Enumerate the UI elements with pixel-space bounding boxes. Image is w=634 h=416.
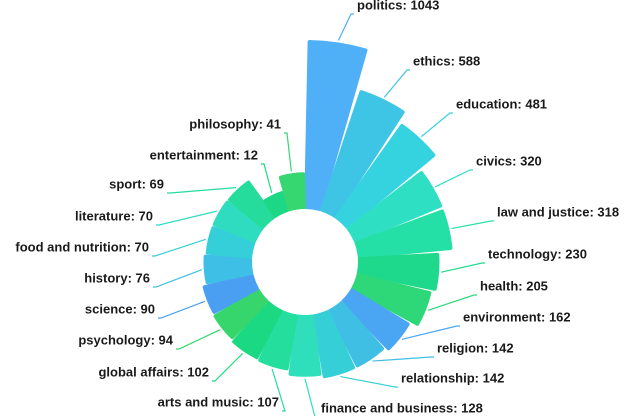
bar bbox=[351, 273, 432, 326]
data-label: relationship: 142 bbox=[401, 370, 504, 385]
bar bbox=[346, 171, 443, 243]
leader-line bbox=[420, 112, 453, 138]
bar bbox=[232, 301, 283, 360]
leader-line bbox=[372, 356, 434, 362]
leader-line bbox=[340, 375, 398, 388]
bar bbox=[356, 252, 440, 291]
leader-line bbox=[212, 352, 244, 382]
bar bbox=[212, 200, 264, 243]
data-label: literature: 70 bbox=[75, 208, 153, 223]
bar bbox=[334, 123, 436, 229]
leader-line bbox=[271, 368, 286, 412]
leader-line bbox=[401, 325, 460, 340]
data-label: religion: 142 bbox=[437, 340, 514, 355]
data-label: finance and business: 128 bbox=[321, 400, 483, 415]
data-label: psychology: 94 bbox=[78, 332, 173, 347]
leader-line bbox=[284, 132, 292, 172]
data-label: sport: 69 bbox=[109, 176, 164, 191]
data-label: arts and music: 107 bbox=[158, 394, 279, 409]
data-label: food and nutrition: 70 bbox=[15, 239, 149, 254]
bar bbox=[320, 90, 405, 218]
data-label: law and justice: 318 bbox=[497, 204, 619, 219]
bar bbox=[205, 226, 256, 259]
bar bbox=[278, 172, 306, 212]
leader-line bbox=[440, 262, 485, 273]
bar bbox=[304, 40, 368, 212]
bar bbox=[202, 273, 259, 314]
data-label: politics: 1043 bbox=[357, 0, 439, 12]
leader-line bbox=[427, 294, 477, 311]
bar bbox=[312, 310, 356, 379]
data-label: philosophy: 41 bbox=[189, 116, 281, 131]
bar bbox=[288, 314, 322, 377]
bar bbox=[354, 209, 453, 259]
bar bbox=[213, 288, 269, 340]
leader-line bbox=[383, 69, 410, 98]
leader-line bbox=[261, 163, 273, 194]
data-label: education: 481 bbox=[456, 96, 547, 111]
bar bbox=[263, 190, 290, 218]
bar bbox=[258, 310, 298, 371]
data-label: health: 205 bbox=[480, 278, 548, 293]
leader-line bbox=[434, 169, 473, 188]
leader-line bbox=[176, 329, 221, 350]
data-label: technology: 230 bbox=[488, 246, 587, 261]
data-label: ethics: 588 bbox=[413, 53, 480, 68]
leader-line bbox=[337, 13, 354, 41]
data-label: entertainment: 12 bbox=[150, 147, 258, 162]
data-label: science: 90 bbox=[85, 301, 155, 316]
leader-line bbox=[156, 210, 218, 226]
leader-line bbox=[152, 238, 206, 257]
leader-line bbox=[167, 187, 237, 194]
bar bbox=[341, 288, 410, 351]
data-label: environment: 162 bbox=[463, 309, 571, 324]
data-label: history: 76 bbox=[84, 270, 150, 285]
data-label: global affairs: 102 bbox=[98, 364, 209, 379]
data-label: civics: 320 bbox=[476, 153, 542, 168]
bar bbox=[203, 254, 254, 285]
leader-line bbox=[451, 220, 494, 230]
leader-line bbox=[153, 269, 202, 288]
leader-line bbox=[304, 378, 316, 416]
bar bbox=[228, 180, 276, 229]
leader-line bbox=[158, 300, 206, 319]
bar bbox=[327, 301, 385, 368]
